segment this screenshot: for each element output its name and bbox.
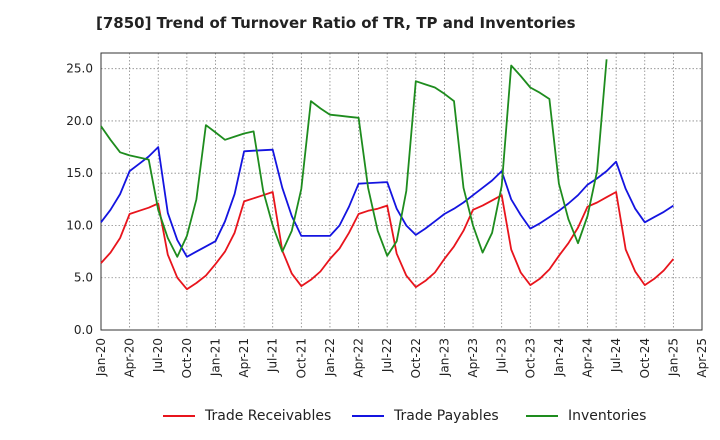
- line-chart: 0.0 5.0 10.0 15.0 20.0 25.0 Jan-20 Apr-20 Jul-20…: [66, 52, 709, 378]
- legend-item-trade-receivables: Trade Receivables: [163, 404, 331, 428]
- x-tick-label: Oct-24: [638, 338, 652, 378]
- y-tick-label: 25.0: [66, 62, 93, 76]
- y-tick-label: 0.0: [74, 323, 93, 337]
- x-tick-label: Oct-21: [294, 338, 308, 378]
- chart-title: [7850] Trend of Turnover Ratio of TR, TP…: [96, 14, 576, 32]
- x-tick-label: Apr-20: [123, 338, 137, 378]
- legend-swatch-inventories: [526, 415, 558, 417]
- x-tick-label: Apr-25: [695, 338, 709, 378]
- x-tick-label: Jul-24: [609, 338, 623, 373]
- x-tick-label: Apr-21: [237, 338, 251, 378]
- legend: Trade Receivables Trade Payables Invento…: [0, 404, 720, 428]
- x-tick-label: Oct-22: [409, 338, 423, 378]
- y-tick-label: 15.0: [66, 166, 93, 180]
- x-tick-label: Apr-23: [466, 338, 480, 378]
- x-tick-label: Jan-21: [208, 338, 222, 377]
- x-tick-label: Jan-25: [666, 338, 680, 377]
- y-tick-label: 10.0: [66, 218, 93, 232]
- legend-item-inventories: Inventories: [526, 404, 646, 428]
- x-tick-label: Jan-24: [552, 338, 566, 377]
- x-tick-label: Oct-20: [180, 338, 194, 378]
- series-line-inventories: [100, 59, 608, 258]
- x-tick-label: Oct-23: [523, 338, 537, 378]
- x-tick-label: Jan-23: [437, 338, 451, 377]
- x-tick-label: Jan-20: [94, 338, 108, 377]
- legend-label: Trade Receivables: [205, 408, 332, 424]
- y-tick-label: 5.0: [74, 271, 93, 285]
- plot-frame: [100, 52, 703, 331]
- x-tick-label: Jan-22: [323, 338, 337, 377]
- x-tick-label: Jul-20: [151, 338, 165, 373]
- x-tick-label: Apr-24: [581, 338, 595, 378]
- legend-label: Inventories: [568, 408, 647, 424]
- legend-label: Trade Payables: [394, 408, 499, 424]
- legend-item-trade-payables: Trade Payables: [352, 404, 499, 428]
- legend-swatch-trade-receivables: [163, 415, 195, 417]
- x-tick-label: Jul-23: [495, 338, 509, 373]
- series-line-trade-receivables: [100, 191, 675, 291]
- series-line-trade-payables: [100, 146, 674, 258]
- x-tick-label: Jul-22: [380, 338, 394, 373]
- x-tick-label: Jul-21: [266, 338, 280, 373]
- x-tick-label: Apr-22: [352, 338, 366, 378]
- y-tick-label: 20.0: [66, 114, 93, 128]
- legend-swatch-trade-payables: [352, 415, 384, 417]
